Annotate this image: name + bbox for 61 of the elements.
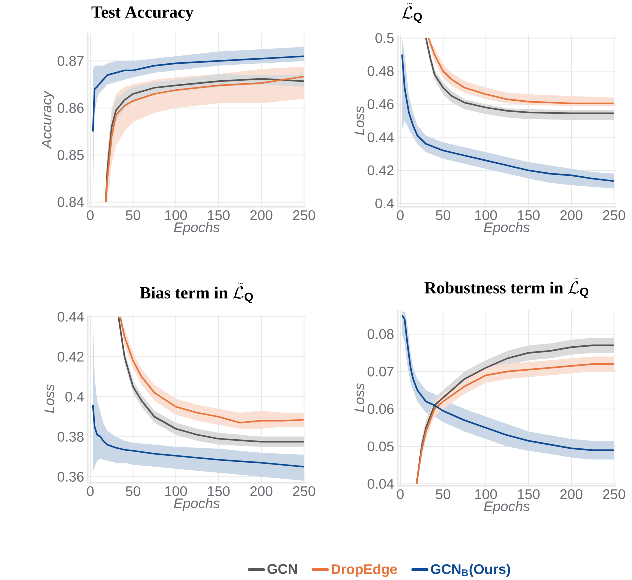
x-tick-label: 100 — [475, 490, 498, 500]
x-tick-label: 150 — [208, 486, 230, 496]
x-tick-label: 50 — [436, 490, 451, 500]
y-tick-label: 0.85 — [58, 150, 84, 160]
line-series — [92, 404, 306, 468]
y-tick-label: 0.48 — [368, 66, 394, 76]
x-tick-label: 0 — [397, 210, 404, 220]
x-tick-label: 250 — [293, 210, 316, 220]
y-tick-label: 0.87 — [58, 56, 84, 66]
y-tick-label: 0.06 — [368, 404, 394, 414]
y-tick-label: 0.05 — [368, 442, 394, 452]
y-tick-label: 0.46 — [368, 100, 394, 110]
x-tick-label: 150 — [518, 210, 540, 220]
line-series — [401, 54, 616, 182]
x-tick-label: 0 — [397, 490, 404, 500]
x-axis-title: Epochs — [484, 222, 530, 236]
y-tick-label: 0.86 — [58, 103, 84, 114]
y-tick-label: 0.08 — [368, 329, 394, 340]
x-tick-label: 100 — [165, 210, 188, 220]
x-tick-label: 150 — [208, 210, 230, 220]
x-tick-label: 150 — [518, 490, 540, 500]
x-tick-label: 250 — [603, 490, 626, 500]
y-axis-title: Accuracy — [42, 90, 54, 150]
x-tick-label: 200 — [560, 490, 583, 500]
chart-title: $\mbox{\bfseries Bias term in }\tilde{\mathcal{L}}_{\mathbf{Q}}$ — [140, 282, 254, 304]
y-tick-label: 0.07 — [368, 366, 394, 377]
legend-label: GCN — [268, 564, 298, 574]
x-tick-label: 250 — [603, 210, 626, 220]
x-tick-label: 100 — [475, 210, 498, 220]
y-tick-label: 0.38 — [58, 432, 84, 442]
x-axis-title: Epochs — [174, 498, 220, 512]
x-axis-title: Epochs — [484, 501, 530, 514]
x-tick-label: 200 — [560, 210, 583, 220]
y-tick-label: 0.4 — [66, 392, 84, 402]
x-tick-label: 50 — [436, 210, 451, 220]
y-tick-label: 0.42 — [368, 166, 394, 176]
y-tick-label: 0.42 — [58, 352, 84, 362]
chart-title: $\tilde{\mathcal{L}}_{\mathbf{Q}}$ — [402, 2, 422, 24]
x-tick-label: 200 — [250, 486, 273, 496]
x-tick-label: 50 — [126, 486, 141, 496]
legend-label: DropEdge — [332, 564, 398, 578]
y-tick-label: 0.4 — [376, 198, 394, 209]
y-tick-label: 0.04 — [368, 479, 394, 490]
y-tick-label: 0.5 — [376, 33, 394, 44]
x-tick-label: 200 — [250, 210, 273, 220]
y-axis-title: Loss — [354, 384, 364, 412]
chart-title: $\mbox{\bfseries Test Accuracy}$ — [92, 6, 194, 22]
y-tick-label: 0.44 — [368, 132, 394, 142]
x-tick-label: 100 — [165, 486, 188, 496]
y-tick-label: 0.36 — [58, 472, 84, 482]
chart-title: $\mbox{\bfseries Robustness term in }\tilde{\mathcal{L}}_{\mathbf{Q}}$ — [424, 278, 589, 299]
y-tick-label: 0.44 — [58, 312, 84, 322]
y-tick-label: 0.84 — [58, 197, 84, 208]
y-axis-title: Loss — [44, 384, 54, 414]
x-tick-label: 0 — [87, 486, 94, 496]
x-tick-label: 250 — [293, 486, 316, 496]
x-tick-label: 50 — [126, 210, 141, 220]
x-tick-label: 0 — [87, 210, 94, 220]
y-axis-title: Loss — [354, 106, 364, 136]
legend-label: GCN$_{B}$(Ours) — [431, 564, 510, 578]
x-axis-title: Epochs — [174, 222, 220, 236]
